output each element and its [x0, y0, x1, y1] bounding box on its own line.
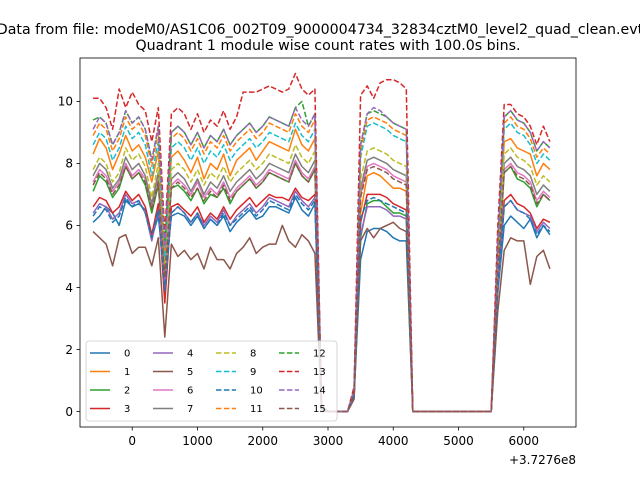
legend-label-4: 4 [187, 349, 193, 360]
series-line-14 [92, 106, 551, 413]
x-axis-offset-label: +3.7276e8 [509, 453, 576, 467]
legend-label-11: 11 [250, 404, 263, 415]
legend-label-6: 6 [187, 386, 193, 397]
legend-label-3: 3 [124, 404, 130, 415]
legend-label-14: 14 [313, 386, 326, 397]
x-tick-label: 3000 [313, 434, 344, 448]
legend-label-1: 1 [124, 367, 130, 378]
y-tick-label: 0 [65, 405, 73, 419]
legend-label-0: 0 [124, 349, 130, 360]
y-tick-label: 10 [58, 95, 73, 109]
legend-label-8: 8 [250, 349, 256, 360]
y-tick-label: 4 [65, 281, 73, 295]
figure-suptitle: Data from file: modeM0/AS1C06_002T09_900… [0, 22, 640, 38]
x-axis: 0 1000 2000 3000 4000 5000 6000 [128, 427, 539, 448]
y-axis: 0 2 4 6 8 10 [58, 95, 80, 419]
legend-label-12: 12 [313, 349, 326, 360]
x-tick-label: 1000 [182, 434, 213, 448]
y-tick-label: 2 [65, 343, 73, 357]
legend-label-15: 15 [313, 404, 326, 415]
legend-label-5: 5 [187, 367, 193, 378]
legend-label-9: 9 [250, 367, 256, 378]
x-tick-label: 0 [128, 434, 136, 448]
y-tick-label: 8 [65, 157, 73, 171]
legend-label-2: 2 [124, 386, 130, 397]
x-tick-label: 2000 [247, 434, 278, 448]
x-tick-label: 5000 [443, 434, 474, 448]
legend-box [85, 340, 338, 422]
x-tick-label: 6000 [509, 434, 540, 448]
legend-label-13: 13 [313, 367, 326, 378]
legend-label-10: 10 [250, 386, 263, 397]
chart-title: Quadrant 1 module wise count rates with … [135, 38, 520, 54]
y-tick-label: 6 [65, 219, 73, 233]
x-tick-label: 4000 [378, 434, 409, 448]
legend-label-7: 7 [187, 404, 193, 415]
